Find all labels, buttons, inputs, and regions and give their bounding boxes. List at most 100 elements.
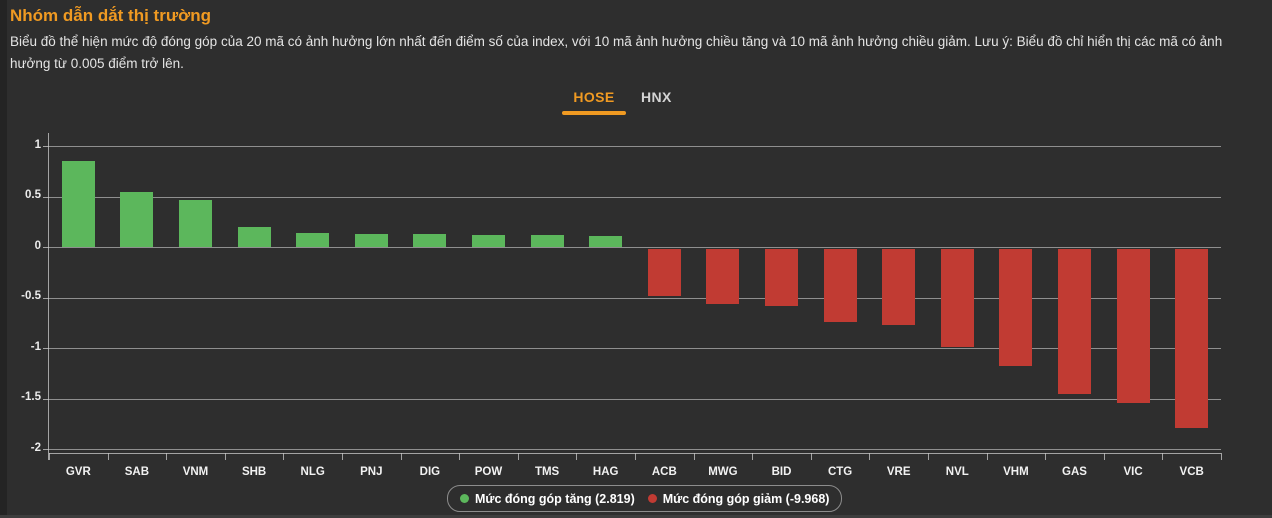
x-label-bid: BID (771, 466, 792, 478)
bar-ctg[interactable] (823, 248, 857, 323)
x-axis-tick (635, 453, 636, 460)
gridline--1.5 (49, 398, 1221, 400)
y-axis-tick (43, 398, 49, 400)
y-axis-labels: 1 0.5 0 -0.5 -1 -1.5 -2 (0, 133, 43, 460)
x-axis-tick (1104, 453, 1105, 460)
y-tick-label--0.5: -0.5 (21, 290, 41, 302)
x-axis-tick (225, 453, 226, 460)
y-tick-label-0: 0 (34, 239, 41, 252)
bar-vcb[interactable] (1175, 248, 1209, 429)
x-axis-tick (518, 453, 519, 460)
legend-item-up[interactable]: Mức đóng góp tăng (2.819) (460, 492, 635, 506)
x-label-mwg: MWG (708, 466, 738, 478)
chart-legend: Mức đóng góp tăng (2.819) Mức đóng góp g… (447, 485, 843, 512)
x-axis-tick (694, 453, 695, 460)
x-label-shb: SHB (241, 466, 267, 478)
y-tick-label-1: 1 (34, 138, 41, 151)
legend-up-dot (460, 494, 469, 503)
x-axis-tick (811, 453, 812, 460)
bar-gas[interactable] (1058, 248, 1091, 394)
x-label-ctg: CTG (827, 466, 853, 478)
bar-vnm[interactable] (179, 200, 212, 248)
gridline--1 (49, 348, 1221, 349)
x-label-vnm: VNM (182, 466, 209, 478)
panel-left-edge (0, 0, 7, 518)
x-axis-tick (108, 453, 109, 460)
x-label-vre: VRE (886, 466, 911, 478)
exchange-tabs: HOSE HNX (562, 89, 672, 115)
bar-acb[interactable] (647, 248, 681, 296)
x-axis-tick (1045, 453, 1046, 460)
x-label-nvl: NVL (945, 466, 969, 478)
tab-hose-active-underline (562, 111, 626, 115)
x-label-acb: ACB (651, 466, 677, 478)
bar-vic[interactable] (1116, 248, 1150, 404)
x-label-gas: GAS (1062, 466, 1087, 478)
legend-item-down[interactable]: Mức đóng góp giảm (-9.968) (647, 491, 830, 506)
x-label-tms: TMS (534, 466, 560, 478)
y-tick-label--1.5: -1.5 (21, 391, 41, 403)
tab-hnx[interactable]: HNX (641, 89, 672, 115)
bar-sab[interactable] (120, 191, 154, 248)
bar-mwg[interactable] (706, 248, 740, 305)
x-label-vcb: VCB (1179, 466, 1204, 478)
x-axis-tick (1221, 453, 1222, 460)
plot-area (43, 133, 1222, 460)
bar-shb[interactable] (237, 227, 271, 248)
x-label-hag: HAG (592, 466, 619, 478)
x-axis-tick (752, 453, 753, 460)
x-axis-tick (1162, 453, 1163, 460)
gridline--2 (49, 449, 1221, 450)
legend-down-label: Mức đóng góp giảm (-9.968) (662, 491, 830, 506)
gridline-0 (49, 247, 1221, 248)
x-axis-tick (166, 453, 167, 460)
legend-up-label: Mức đóng góp tăng (2.819) (475, 491, 635, 506)
bar-vre[interactable] (882, 248, 916, 326)
gridline-0.5 (49, 196, 1221, 198)
bar-nvl[interactable] (940, 248, 974, 348)
x-label-pnj: PNJ (360, 466, 383, 478)
x-axis-tick (283, 453, 284, 460)
panel-bottom-edge (0, 515, 1272, 518)
bar-hag[interactable] (589, 236, 623, 248)
x-label-dig: DIG (419, 466, 441, 478)
y-axis-tick (43, 247, 49, 248)
page-title: Nhóm dẫn dắt thị trường (10, 6, 211, 25)
y-axis-tick (43, 146, 49, 147)
y-axis-tick (43, 297, 49, 299)
x-axis-tick (401, 453, 402, 460)
y-tick-label--1: -1 (30, 340, 41, 353)
x-axis-tick (342, 453, 343, 460)
x-label-vic: VIC (1123, 466, 1143, 478)
bar-dig[interactable] (413, 234, 447, 248)
y-tick-label-0.5: 0.5 (25, 189, 41, 201)
gridline-1 (49, 146, 1221, 147)
bar-gvr[interactable] (61, 160, 95, 248)
chart-description: Biểu đồ thể hiện mức độ đóng góp của 20 … (10, 34, 1223, 71)
y-tick-label--2: -2 (30, 441, 41, 454)
x-label-sab: SAB (124, 466, 150, 478)
bar-nlg[interactable] (296, 233, 330, 248)
y-axis-tick (43, 196, 49, 198)
bar-pow[interactable] (472, 235, 505, 248)
x-axis-tick (869, 453, 870, 460)
bar-tms[interactable] (530, 235, 564, 248)
y-axis-tick (43, 348, 49, 349)
tab-hnx-label: HNX (641, 89, 672, 105)
bar-vhm[interactable] (999, 248, 1033, 366)
x-axis-labels: GVR SAB VNM SHB NLG PNJ DIG POW TMS HAG ACB MWG BID C… (49, 466, 1221, 481)
y-axis-line (48, 133, 49, 460)
tab-hose-label: HOSE (573, 89, 615, 105)
x-axis-tick (928, 453, 929, 460)
x-label-pow: POW (474, 466, 503, 478)
x-axis-tick (459, 453, 460, 460)
y-axis-tick (43, 449, 49, 450)
x-label-nlg: NLG (300, 466, 325, 478)
gridline--0.5 (49, 297, 1221, 299)
x-axis-tick (49, 453, 50, 460)
tab-hose[interactable]: HOSE (562, 89, 626, 115)
bar-pnj[interactable] (354, 234, 388, 248)
bar-bid[interactable] (765, 248, 798, 307)
